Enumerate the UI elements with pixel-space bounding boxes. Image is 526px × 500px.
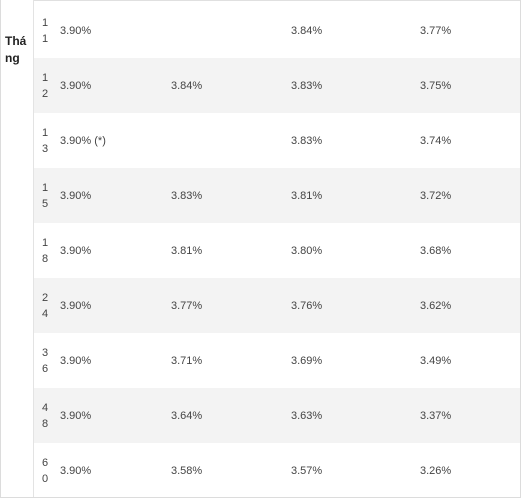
table-row: 18 3.90% 3.81% 3.80% 3.68%	[34, 223, 520, 278]
table-row: 48 3.90% 3.64% 3.63% 3.37%	[34, 388, 520, 443]
table-body: 11 3.90% 3.84% 3.77% 12 3.90% 3.84% 3.83% 3.75% 1…	[34, 0, 520, 497]
term-value: 60	[41, 456, 49, 485]
table-row: 13 3.90% (*) 3.83% 3.74%	[34, 113, 520, 168]
term-cell: 60	[40, 443, 50, 497]
rate-cell-col3: 3.83%	[291, 134, 323, 147]
term-value: 18	[41, 236, 49, 265]
term-cell: 24	[40, 278, 50, 333]
term-cell: 12	[40, 58, 50, 113]
rate-cell-col2: 3.58%	[171, 464, 203, 477]
rate-cell-col4: 3.72%	[420, 189, 452, 202]
rate-cell-col3: 3.69%	[291, 354, 323, 367]
term-cell: 18	[40, 223, 50, 278]
rate-cell-col1: 3.90%	[60, 354, 92, 367]
row-header-label: Tháng	[5, 34, 27, 65]
rate-cell-col1: 3.90%	[60, 299, 92, 312]
rate-cell-col3: 3.80%	[291, 244, 323, 257]
term-value: 36	[41, 346, 49, 375]
table-row: 12 3.90% 3.84% 3.83% 3.75%	[34, 58, 520, 113]
rate-cell-col1: 3.90%	[60, 409, 92, 422]
table-row: 11 3.90% 3.84% 3.77%	[34, 3, 520, 58]
rate-cell-col4: 3.68%	[420, 244, 452, 257]
rate-cell-col2: 3.84%	[171, 79, 203, 92]
rate-cell-col1: 3.90%	[60, 79, 92, 92]
rate-cell-col2: 3.81%	[171, 244, 203, 257]
rate-cell-col3: 3.84%	[291, 24, 323, 37]
term-cell: 11	[40, 3, 50, 58]
rate-cell-col4: 3.75%	[420, 79, 452, 92]
rate-cell-col3: 3.81%	[291, 189, 323, 202]
table-row: 24 3.90% 3.77% 3.76% 3.62%	[34, 278, 520, 333]
term-value: 12	[41, 71, 49, 100]
rate-cell-col3: 3.63%	[291, 409, 323, 422]
term-value: 11	[41, 16, 49, 45]
table-row: 60 3.90% 3.58% 3.57% 3.26%	[34, 443, 520, 497]
rate-cell-col2: 3.64%	[171, 409, 203, 422]
rate-cell-col3: 3.76%	[291, 299, 323, 312]
rate-cell-col2: 3.77%	[171, 299, 203, 312]
term-value: 48	[41, 401, 49, 430]
term-value: 24	[41, 291, 49, 320]
rate-cell-col1: 3.90%	[60, 464, 92, 477]
table-row: 36 3.90% 3.71% 3.69% 3.49%	[34, 333, 520, 388]
rate-cell-col4: 3.74%	[420, 134, 452, 147]
term-cell: 15	[40, 168, 50, 223]
rate-cell-col4: 3.26%	[420, 464, 452, 477]
table-top-border	[34, 0, 520, 1]
rate-cell-col2: 3.83%	[171, 189, 203, 202]
rate-cell-col1: 3.90%	[60, 244, 92, 257]
rate-cell-col1: 3.90%	[60, 24, 92, 37]
rate-cell-col4: 3.62%	[420, 299, 452, 312]
rate-cell-col2: 3.71%	[171, 354, 203, 367]
term-cell: 13	[40, 113, 50, 168]
term-cell: 36	[40, 333, 50, 388]
rate-cell-col4: 3.49%	[420, 354, 452, 367]
rate-cell-col1: 3.90%	[60, 189, 92, 202]
term-cell: 48	[40, 388, 50, 443]
rate-cell-col3: 3.57%	[291, 464, 323, 477]
rate-cell-col1: 3.90% (*)	[60, 134, 106, 147]
term-value: 13	[41, 126, 49, 155]
rate-cell-col3: 3.83%	[291, 79, 323, 92]
row-header-cell: Tháng	[1, 0, 34, 497]
rate-cell-col4: 3.77%	[420, 24, 452, 37]
rate-cell-col4: 3.37%	[420, 409, 452, 422]
term-value: 15	[41, 181, 49, 210]
table-row: 15 3.90% 3.83% 3.81% 3.72%	[34, 168, 520, 223]
